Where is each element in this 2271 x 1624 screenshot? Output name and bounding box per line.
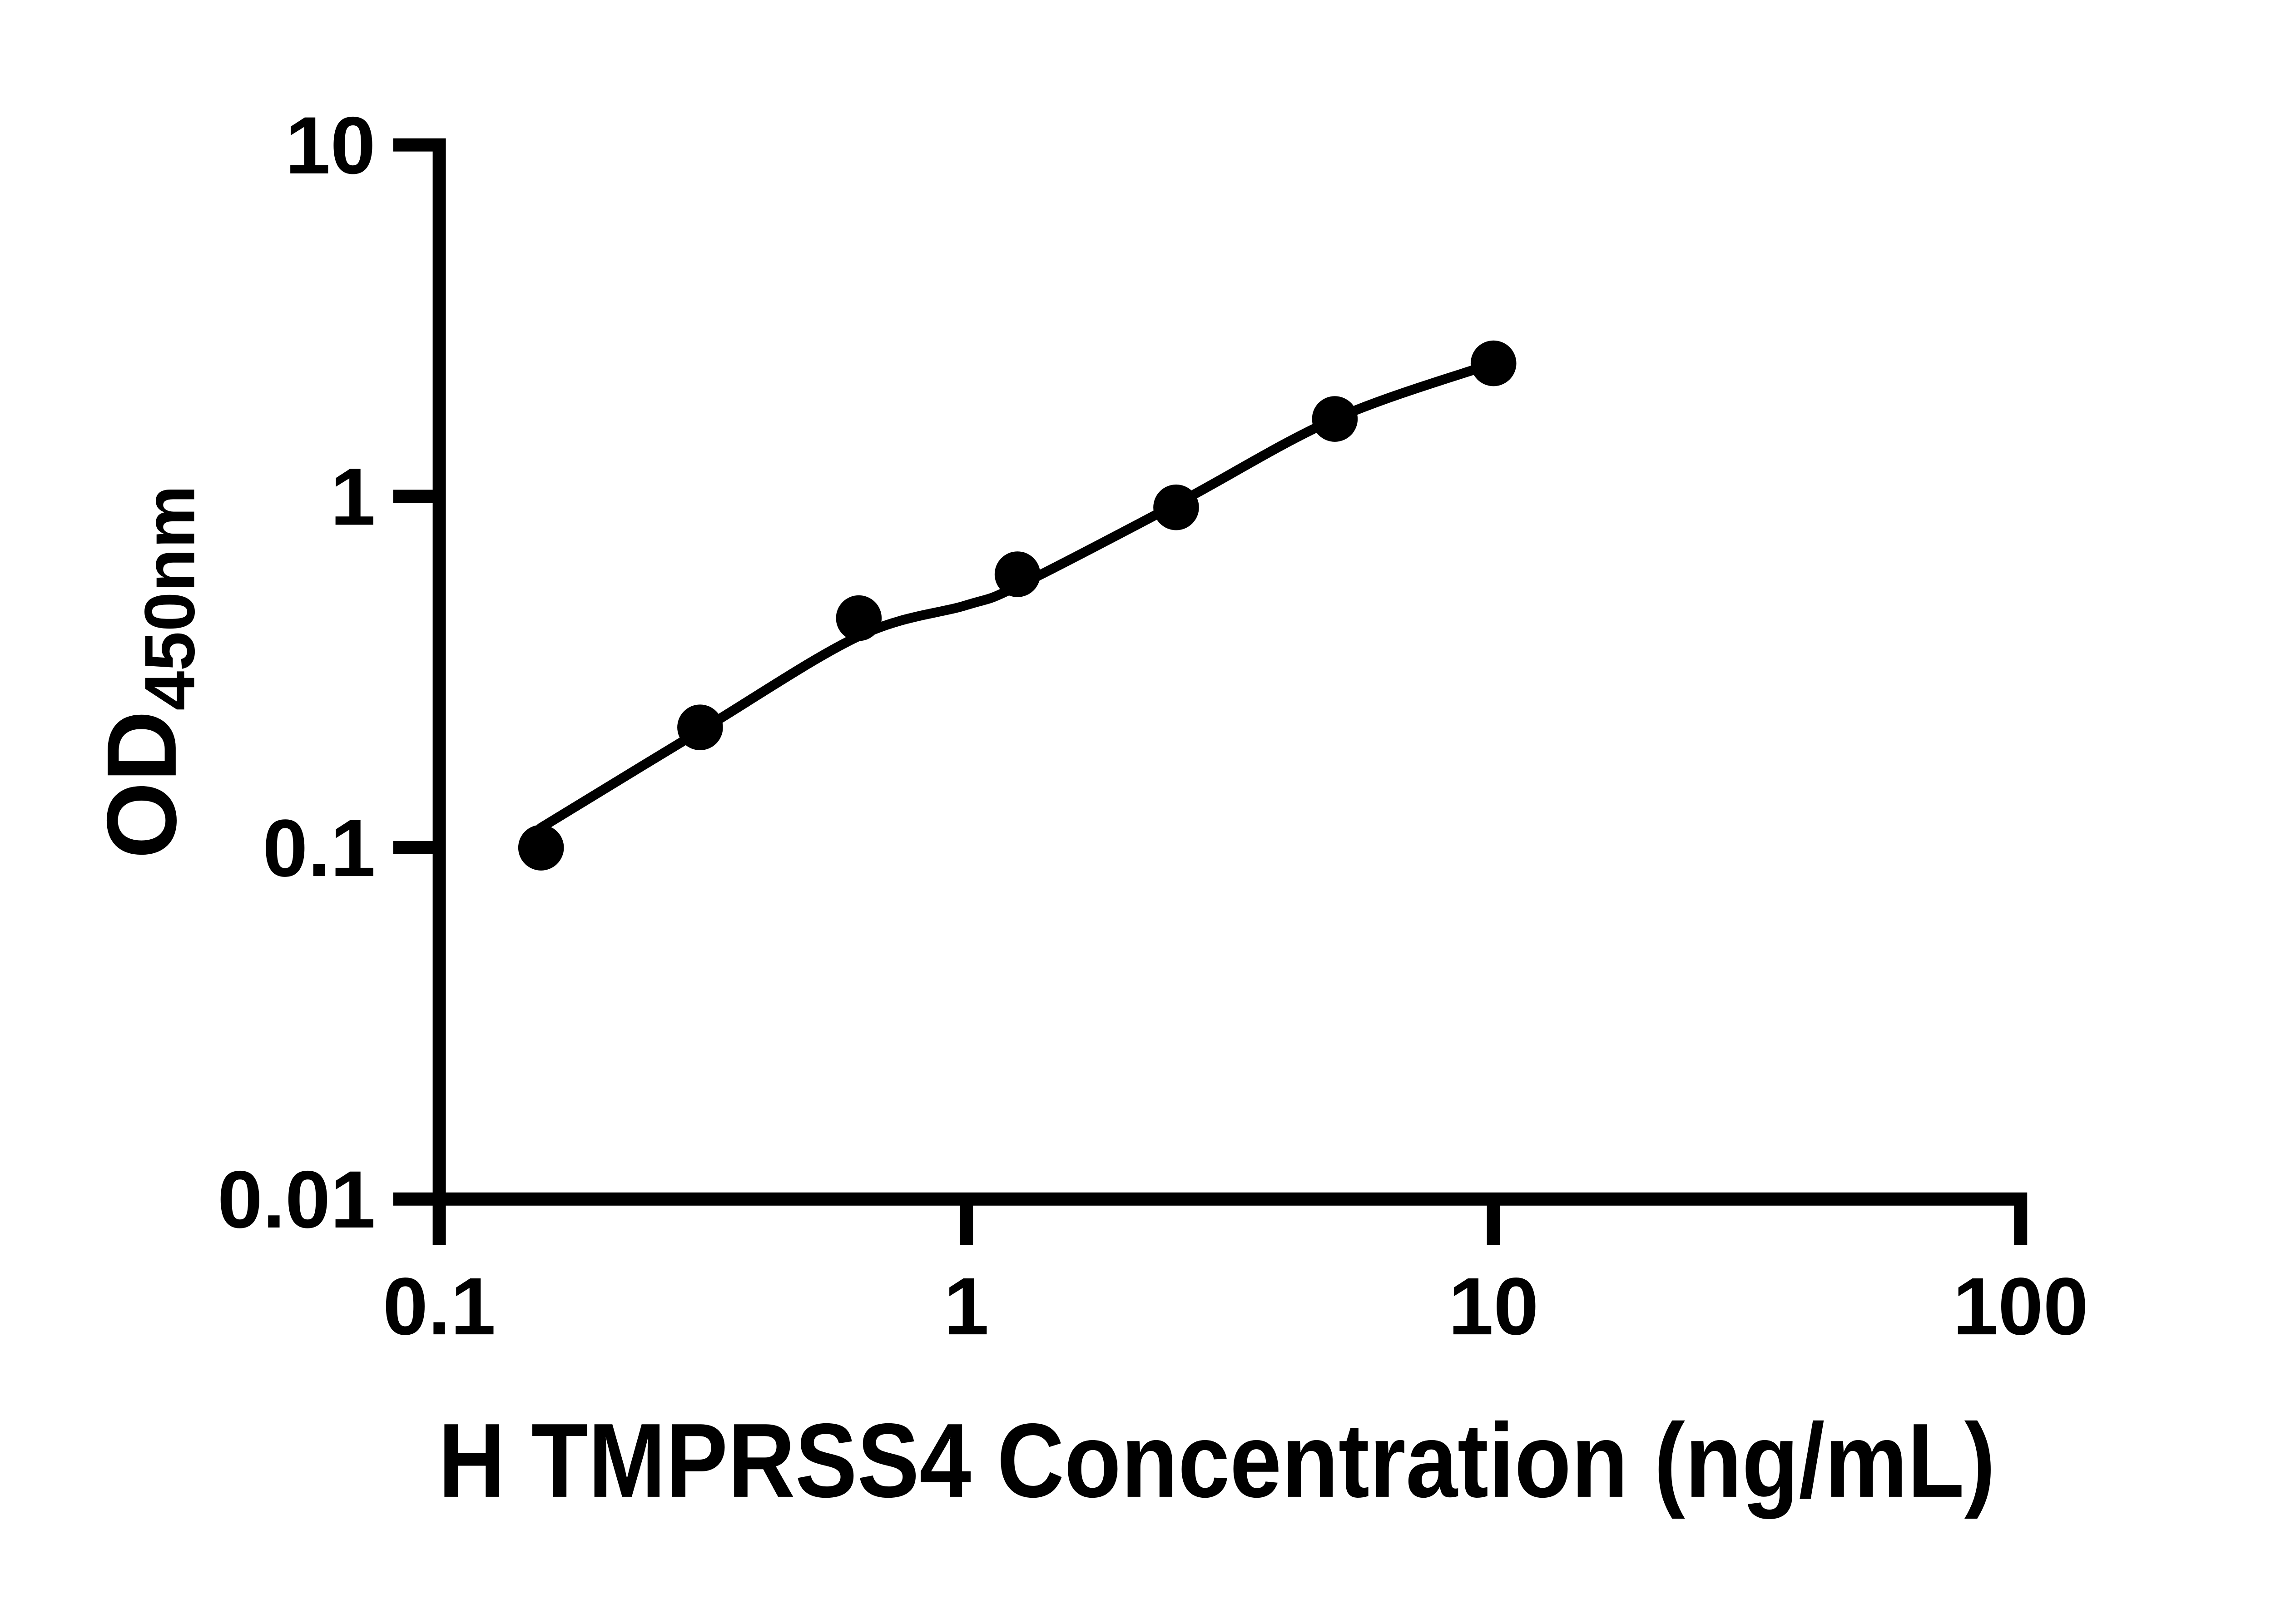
x-tick-labels: 0.1 1 10 100 bbox=[383, 1261, 2088, 1352]
data-points-series bbox=[518, 340, 1517, 871]
y-tick-label: 0.01 bbox=[218, 1154, 376, 1245]
data-point bbox=[1312, 396, 1358, 442]
data-point bbox=[836, 595, 882, 641]
data-point bbox=[1153, 484, 1199, 530]
y-axis-title-subscript: 450nm bbox=[130, 485, 209, 710]
data-point bbox=[1470, 340, 1517, 386]
data-point bbox=[677, 704, 723, 750]
data-point bbox=[518, 825, 564, 871]
y-tick-label: 0.1 bbox=[263, 802, 376, 893]
y-tick-label: 1 bbox=[330, 451, 376, 542]
axes bbox=[393, 138, 2028, 1245]
x-axis-title: H TMPRSS4 Concentration (ng/mL) bbox=[438, 1402, 1995, 1520]
x-tick-label: 10 bbox=[1448, 1261, 1539, 1352]
x-tick-label: 1 bbox=[944, 1261, 989, 1352]
figure: 0.1 1 10 100 0.01 0.1 1 10 H TMPRSS4 Concentra… bbox=[86, 99, 2088, 1520]
x-tick-label: 0.1 bbox=[383, 1261, 496, 1352]
y-tick-label: 10 bbox=[285, 100, 376, 191]
x-tick-label: 100 bbox=[1953, 1261, 2088, 1352]
y-axis-title: OD450nm bbox=[87, 485, 210, 859]
y-tick-labels: 0.01 0.1 1 10 bbox=[218, 100, 376, 1245]
y-axis-title-main: OD bbox=[87, 711, 197, 859]
data-point bbox=[994, 551, 1041, 597]
